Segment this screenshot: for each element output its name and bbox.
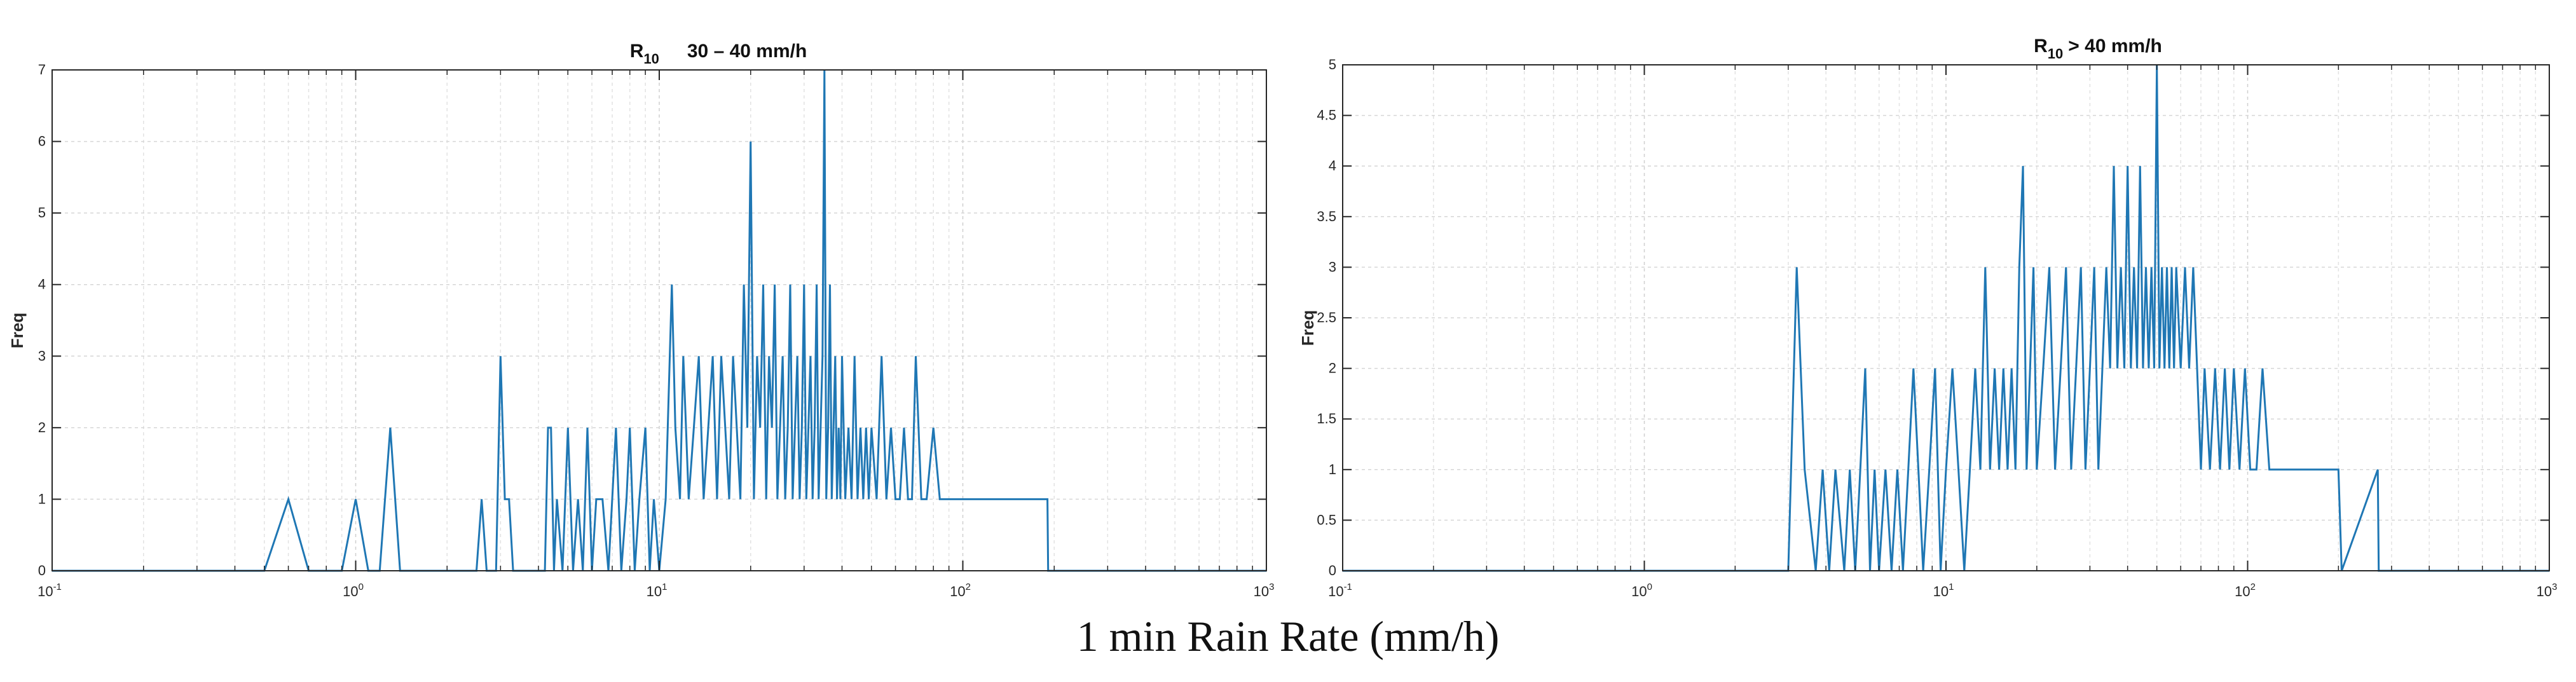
left-y-tick-label: 5 [38,205,46,221]
right-chart-title: R10 > 40 mm/h [2034,36,2162,62]
left-y-tick-label: 1 [38,491,46,507]
right-y-tick-label: 5 [1329,57,1336,72]
left-y-tick-label: 6 [38,133,46,149]
left-y-tick-label: 3 [38,348,46,364]
right-y-tick-label: 0.5 [1317,512,1336,528]
right-x-tick-exponent: 2 [2251,582,2256,592]
right-x-tick-exponent: 0 [1647,582,1652,592]
left-x-tick-exponent: 0 [359,582,364,592]
right-x-tick-base: 10 [1933,583,1949,599]
left-x-tick-label: 101 [647,582,668,599]
right-series-line [1343,64,2549,572]
left-x-tick-exponent: 1 [662,582,667,592]
left-x-tick-base: 10 [647,583,662,599]
right-x-tick-base: 10 [1631,583,1647,599]
left-title-range: 30 – 40 mm/h [687,41,807,62]
right-y-tick-label: 4 [1329,158,1336,174]
shared-x-axis-label: 1 min Rain Rate (mm/h) [1076,612,1500,660]
right-y-tick-label: 3 [1329,259,1336,275]
right-x-tick-label: 101 [1933,582,1954,599]
right-x-tick-base: 10 [2537,583,2552,599]
right-x-tick-base: 10 [1328,583,1343,599]
left-y-axis-label: Freq [8,313,27,348]
left-series-line [52,69,1266,572]
left-title-subscript: 10 [643,51,659,67]
right-x-tick-exponent: 1 [1949,582,1954,592]
right-x-tick-label: 102 [2235,582,2256,599]
right-x-tick-label: 100 [1631,582,1652,599]
left-grid [51,69,1266,571]
right-y-tick-label: 2.5 [1317,310,1336,325]
left-x-tick-label: 100 [343,582,364,599]
left-x-tick-label: 10-1 [38,582,62,599]
left-x-tick-base: 10 [950,583,965,599]
left-title-main: R [630,41,644,62]
left-x-tick-label: 102 [950,582,971,599]
right-x-tick-exponent: 3 [2552,582,2557,592]
right-y-tick-label: 1 [1329,461,1336,477]
left-y-tick-label: 4 [38,276,46,292]
right-x-tick-exponent: -1 [1344,582,1352,592]
right-title-main: R [2034,36,2048,57]
left-x-tick-base: 10 [343,583,358,599]
left-x-tick-exponent: 2 [966,582,971,592]
right-y-tick-label: 2 [1329,360,1336,376]
left-y-tick-label: 2 [38,419,46,435]
right-x-tick-label: 10-1 [1328,582,1352,599]
left-x-tick-base: 10 [1254,583,1269,599]
left-x-tick-label: 103 [1254,582,1275,599]
right-y-tick-label: 4.5 [1317,107,1336,123]
right-title-subscript: 10 [2048,46,2063,62]
right-grid [1342,64,2549,571]
left-x-tick-exponent: -1 [53,582,62,592]
left-chart-title: R10 30 – 40 mm/h [630,41,807,67]
right-x-tick-label: 103 [2537,582,2558,599]
left-y-tick-label: 0 [38,563,46,578]
right-y-tick-label: 0 [1329,563,1336,578]
left-x-tick-exponent: 3 [1269,582,1274,592]
right-y-tick-label: 1.5 [1317,411,1336,426]
right-x-tick-base: 10 [2235,583,2250,599]
right-y-axis-label: Freq [1298,310,1317,346]
left-x-tick-base: 10 [38,583,53,599]
right-y-tick-label: 3.5 [1317,208,1336,224]
right-title-range: > 40 mm/h [2068,36,2162,57]
left-y-tick-label: 7 [38,62,46,78]
